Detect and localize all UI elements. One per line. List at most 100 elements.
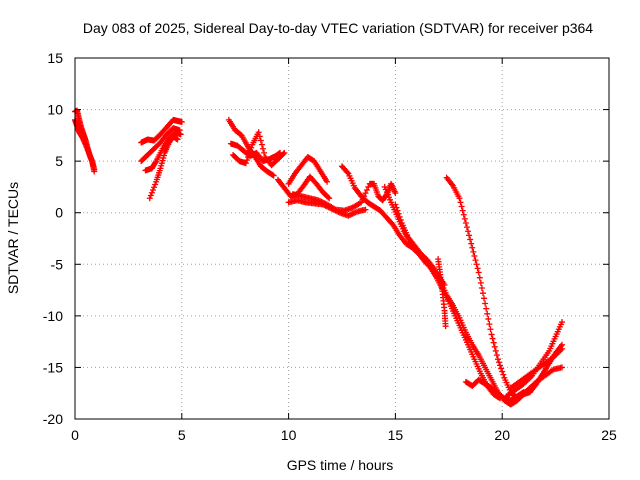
data-point <box>458 203 465 210</box>
data-point <box>147 192 154 199</box>
data-point <box>397 216 404 223</box>
y-tick-labels: -20 -15 -10 -5 0 5 10 15 <box>43 50 63 427</box>
data-point <box>177 131 184 138</box>
data-point <box>245 154 252 161</box>
data-point <box>492 347 499 354</box>
data-point <box>174 136 181 143</box>
data-point <box>465 228 472 235</box>
x-axis-label: GPS time / hours <box>287 457 394 473</box>
data-point <box>469 244 476 251</box>
data-point <box>457 199 464 206</box>
data-point <box>497 362 504 369</box>
data-point <box>392 190 399 197</box>
tick-marks <box>74 57 610 420</box>
data-points <box>72 107 566 408</box>
data-point <box>468 240 475 247</box>
data-point <box>246 150 253 157</box>
data-point <box>462 220 469 227</box>
y-tick-label: -15 <box>43 359 63 375</box>
data-point <box>259 145 266 152</box>
data-point <box>325 194 332 201</box>
data-point <box>362 206 369 213</box>
x-tick-label: 5 <box>178 427 186 443</box>
data-point <box>487 326 494 333</box>
data-point <box>392 201 399 208</box>
data-point <box>494 356 501 363</box>
data-point <box>475 269 482 276</box>
data-point <box>258 141 265 148</box>
data-point <box>498 365 505 372</box>
y-tick-label: 10 <box>47 102 63 118</box>
data-point <box>483 305 490 312</box>
data-point <box>499 368 506 375</box>
data-point <box>467 236 474 243</box>
data-point <box>486 321 493 328</box>
grid-layer <box>75 58 609 419</box>
x-tick-label: 20 <box>494 427 510 443</box>
data-point <box>479 290 486 297</box>
data-point <box>500 371 507 378</box>
data-point <box>394 207 401 214</box>
data-point <box>242 160 249 167</box>
data-point <box>362 190 369 197</box>
data-point <box>463 224 470 231</box>
data-point <box>256 133 263 140</box>
data-point <box>460 211 467 218</box>
data-point <box>442 323 449 330</box>
data-point <box>148 189 155 196</box>
y-tick-label: -10 <box>43 308 63 324</box>
data-point <box>270 172 277 179</box>
data-point <box>281 149 288 156</box>
data-point <box>324 178 331 185</box>
y-axis-label: SDTVAR / TECUs <box>5 182 21 294</box>
data-point <box>473 261 480 268</box>
data-point <box>459 207 466 214</box>
data-point <box>478 285 485 292</box>
data-point <box>396 213 403 220</box>
data-point <box>491 343 498 350</box>
data-point <box>91 168 98 175</box>
data-point <box>470 248 477 255</box>
y-tick-label: -5 <box>51 256 64 272</box>
data-point <box>248 144 255 151</box>
data-point <box>261 149 268 156</box>
data-point <box>489 335 496 342</box>
x-tick-label: 25 <box>601 427 617 443</box>
data-point <box>363 187 370 194</box>
data-point <box>466 232 473 239</box>
data-point <box>488 331 495 338</box>
data-point <box>495 359 502 366</box>
data-point <box>255 129 262 136</box>
data-point <box>472 257 479 264</box>
data-point <box>559 364 566 371</box>
data-point <box>484 310 491 317</box>
data-point <box>485 315 492 322</box>
data-point <box>476 274 483 281</box>
data-point <box>393 204 400 211</box>
plot-frame <box>74 57 610 420</box>
data-point <box>146 195 153 202</box>
data-point <box>559 345 566 352</box>
data-point <box>456 195 463 202</box>
data-point <box>151 184 158 191</box>
data-point <box>461 215 468 222</box>
data-point <box>152 181 159 188</box>
data-point <box>269 171 276 178</box>
y-tick-label: -20 <box>43 411 63 427</box>
data-point <box>365 183 372 190</box>
x-tick-labels: 0 5 10 15 20 25 <box>71 427 617 443</box>
data-point <box>482 300 489 307</box>
data-point <box>481 295 488 302</box>
data-point <box>280 150 287 157</box>
y-tick-label: 0 <box>55 205 63 221</box>
y-tick-label: 15 <box>47 50 63 66</box>
data-point <box>257 137 264 144</box>
x-tick-label: 15 <box>388 427 404 443</box>
data-point <box>471 253 478 260</box>
y-tick-label: 5 <box>55 153 63 169</box>
data-point <box>152 159 159 166</box>
data-point <box>493 352 500 359</box>
data-point <box>247 147 254 154</box>
data-point <box>358 199 365 206</box>
